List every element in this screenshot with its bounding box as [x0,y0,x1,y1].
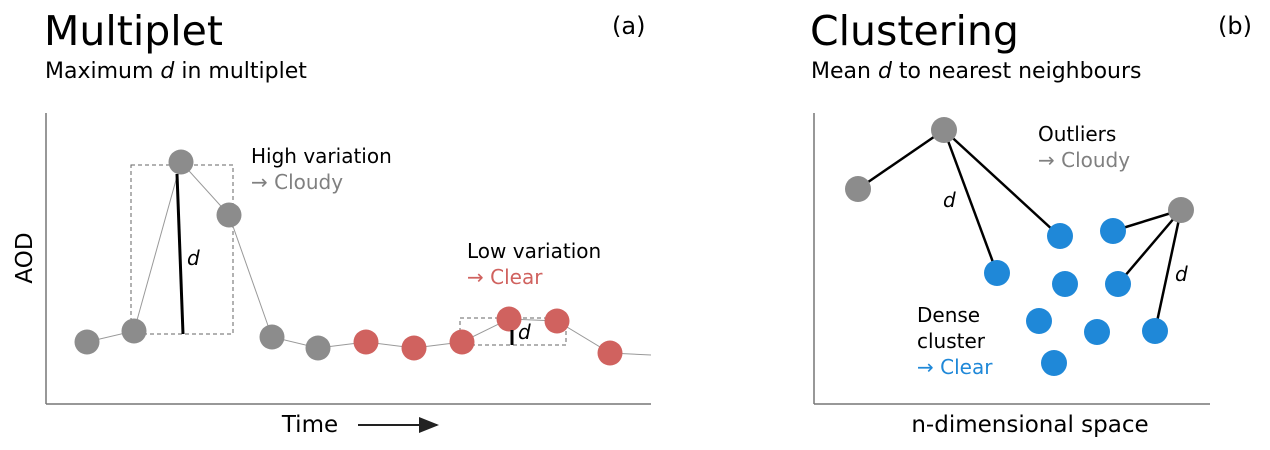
outliers-label: Outliers [1038,122,1116,146]
cluster-point [1026,308,1052,334]
panel-a-subtitle: Maximum d in multiplet [45,59,307,84]
d-line-high [175,173,185,335]
outlier-point [931,117,957,143]
low-variation-label: Low variation [467,239,601,263]
y-axis-label: AOD [12,232,38,283]
x-axis-label: Time [281,412,338,438]
aod-point-cloudy [305,335,331,361]
panel-a-tag: (a) [612,12,645,40]
low-variation-result: → Clear [467,265,543,289]
d-label-left: d [943,188,956,212]
aod-series-points [74,149,623,366]
cluster-point [1047,223,1073,249]
cluster-point [1105,271,1131,297]
aod-point-clear [401,335,427,361]
panel-a: Multiplet (a) Maximum d in multiplet AOD… [12,7,652,438]
cluster-result: → Clear [917,355,993,379]
aod-point-clear [353,329,379,355]
neighbour-lines [857,128,1183,332]
panel-b-tag: (b) [1218,12,1252,40]
aod-point-cloudy [168,149,194,175]
aod-point-cloudy [74,329,100,355]
aod-point-clear [544,308,570,334]
outliers-result: → Cloudy [1038,148,1130,172]
panel-b-title: Clustering [810,7,1019,55]
panel-b-subtitle: Mean d to nearest neighbours [811,59,1142,84]
d-label-right: d [1175,262,1188,286]
x-axis-label: n-dimensional space [911,412,1148,438]
neighbour-line [1153,209,1183,332]
aod-point-cloudy [121,318,147,344]
cluster-label-1: Dense [917,303,980,327]
neighbour-line [943,129,1056,233]
cluster-point [1142,318,1168,344]
neighbour-line [1117,209,1182,285]
aod-point-cloudy [259,324,285,350]
cluster-point [1041,350,1067,376]
cluster-point [1052,271,1078,297]
panel-b: Clustering (b) Mean d to nearest neighbo… [810,7,1252,438]
aod-point-cloudy [216,202,242,228]
d-label-low: d [518,320,531,344]
outlier-point [845,176,871,202]
cluster-point [984,260,1010,286]
neighbour-line [942,129,999,274]
aod-point-clear [449,329,475,355]
neighbour-line [857,128,945,191]
panel-a-title: Multiplet [44,7,223,55]
d-label-high: d [187,246,200,270]
high-variation-result: → Cloudy [251,170,343,194]
cluster-points [845,117,1194,376]
cluster-point [1084,319,1110,345]
aod-point-clear [496,306,522,332]
outlier-point [1168,197,1194,223]
high-variation-label: High variation [251,144,392,168]
aod-point-clear [597,340,623,366]
cluster-point [1100,218,1126,244]
cluster-label-2: cluster [917,329,986,353]
